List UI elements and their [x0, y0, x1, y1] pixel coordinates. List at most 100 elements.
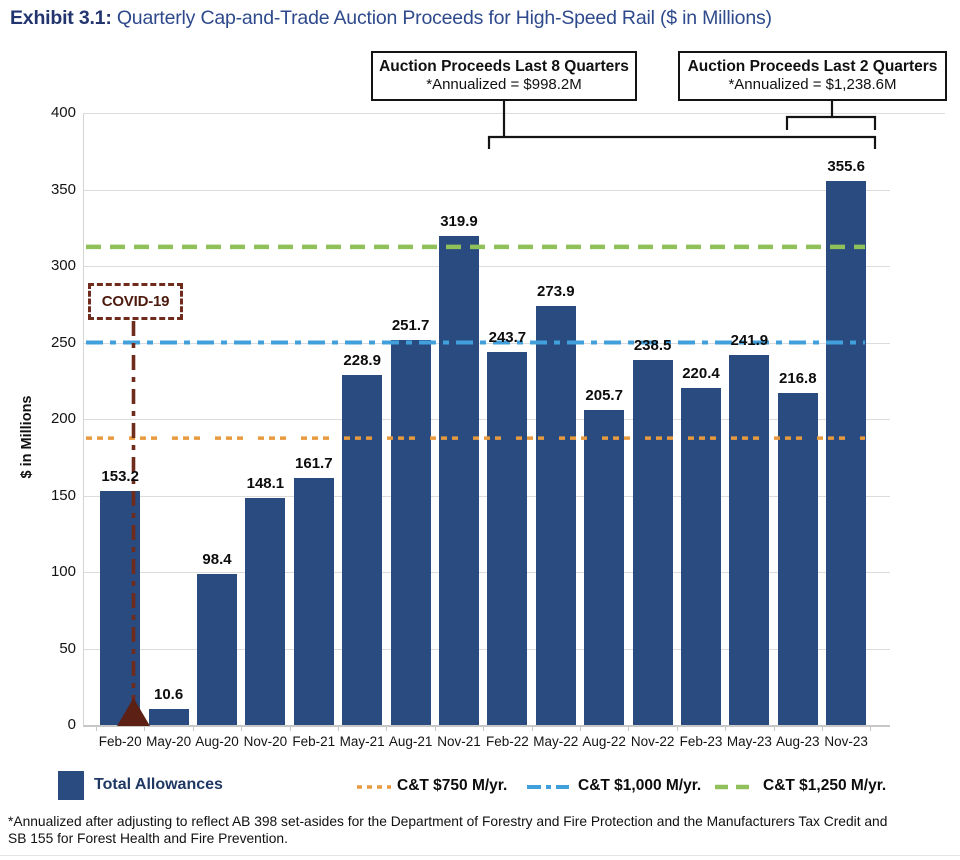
bar-value-label: 153.2	[101, 467, 139, 485]
x-axis-tickmark	[96, 725, 97, 731]
y-axis-line	[83, 113, 84, 725]
bar-value-label: 355.6	[827, 157, 865, 175]
x-axis-tickmark	[144, 725, 146, 731]
y-axis-tick-label: 200	[50, 410, 76, 427]
x-axis-tickmark	[434, 725, 436, 731]
y-axis-tick-label: 150	[50, 486, 76, 504]
gridline	[83, 266, 890, 267]
x-axis-label: Nov-21	[437, 734, 481, 749]
bar-value-label: 148.1	[246, 475, 285, 493]
annotation-box-last-8-quarters: Auction Proceeds Last 8 Quarters *Annual…	[371, 51, 637, 101]
bar-value-label: 243.7	[488, 329, 527, 347]
bar-May-21	[342, 374, 383, 725]
legend-label-ct-1000: C&T $1,000 M/yr.	[578, 777, 702, 794]
annotation-8q-line2: *Annualized = $998.2M	[426, 76, 582, 94]
bottom-divider	[0, 855, 960, 856]
bar-value-label: 10.6	[153, 685, 184, 703]
gridline	[83, 189, 890, 191]
bar-Nov-22	[632, 360, 673, 725]
gridline	[83, 419, 890, 420]
bar-Nov-23	[826, 180, 867, 725]
page-title-text: Quarterly Cap-and-Trade Auction Proceeds…	[116, 7, 772, 29]
bar-May-22	[535, 305, 576, 725]
bar-Aug-23	[777, 393, 818, 725]
y-axis-tick-label: 400	[50, 104, 76, 121]
x-axis-tickmark	[531, 725, 533, 731]
footnote-line1: *Annualized after adjusting to reflect A…	[8, 814, 888, 829]
bar-Aug-20	[197, 574, 237, 725]
legend-label-total-allowances: Total Allowances	[94, 776, 223, 793]
bar-May-20	[148, 708, 189, 725]
x-axis-label: Aug-22	[582, 734, 626, 749]
x-axis-tickmark	[676, 725, 678, 731]
legend-swatch-total-allowances	[58, 771, 84, 800]
bar-Feb-21	[293, 477, 334, 725]
page-title: Exhibit 3.1: Quarterly Cap-and-Trade Auc…	[10, 7, 772, 30]
x-axis-label: Aug-23	[776, 734, 820, 749]
x-axis-label: Aug-21	[388, 734, 433, 749]
bar-value-label: 319.9	[440, 212, 478, 230]
x-axis-label: May-20	[146, 734, 192, 749]
bar-value-label: 161.7	[295, 454, 333, 472]
annotation-2q-line2: *Annualized = $1,238.6M	[728, 76, 897, 94]
x-axis-label: Feb-21	[292, 734, 336, 749]
legend-label-ct-750: C&T $750 M/yr.	[397, 777, 508, 794]
x-axis-tickmark	[725, 725, 727, 731]
x-axis-line	[83, 725, 890, 727]
y-axis-tick-label: 300	[50, 257, 76, 274]
bar-Aug-22	[584, 410, 625, 725]
bar-Nov-20	[245, 498, 286, 725]
y-axis-tick-label: 0	[67, 716, 76, 733]
x-axis-label: Nov-22	[630, 734, 675, 749]
page-title-prefix: Exhibit 3.1:	[10, 7, 112, 29]
x-axis-tickmark	[192, 725, 194, 731]
x-axis-tickmark	[241, 725, 243, 731]
bar-value-label: 216.8	[779, 370, 817, 388]
bar-Aug-21	[390, 339, 431, 725]
covid-annotation-box: COVID-19	[88, 283, 183, 320]
footnote-line2: SB 155 for Forest Health and Fire Preven…	[8, 830, 288, 846]
bar-value-label: 273.9	[537, 282, 575, 300]
y-axis-tick-label: 250	[50, 333, 76, 351]
gridline	[83, 572, 890, 573]
annotation-8q-line1: Auction Proceeds Last 8 Quarters	[379, 58, 629, 75]
footnote: *Annualized after adjusting to reflect A…	[8, 814, 954, 848]
bar-value-label: 220.4	[682, 364, 720, 382]
x-axis-tickmark	[822, 725, 823, 731]
bar-value-label: 238.5	[633, 337, 672, 355]
x-axis-tickmark	[870, 725, 872, 731]
bar-value-label: 228.9	[343, 351, 381, 369]
bar-Feb-22	[487, 352, 528, 725]
gridline	[83, 495, 890, 497]
y-axis-title: $ in Millions	[19, 395, 35, 479]
x-axis-label: Aug-20	[195, 734, 239, 749]
x-axis-tickmark	[483, 725, 485, 731]
x-axis-label: Nov-20	[243, 734, 288, 749]
bar-value-label: 251.7	[391, 316, 430, 334]
x-axis-label: May-21	[339, 734, 385, 749]
x-axis-label: Feb-22	[486, 734, 529, 749]
bar-Nov-21	[439, 235, 479, 725]
x-axis-label: Nov-23	[824, 734, 868, 749]
bar-value-label: 98.4	[202, 551, 232, 569]
gridline	[83, 648, 890, 650]
bar-value-label: 241.9	[730, 331, 769, 349]
bar-value-label: 205.7	[585, 387, 623, 405]
y-axis-tick-label: 350	[50, 180, 76, 198]
x-axis-tickmark	[773, 725, 775, 731]
x-axis-tickmark	[338, 725, 339, 731]
gridline	[83, 113, 945, 114]
x-axis-tickmark	[386, 725, 388, 731]
annotation-box-last-2-quarters: Auction Proceeds Last 2 Quarters *Annual…	[678, 51, 947, 101]
bar-Feb-23	[681, 387, 721, 725]
x-axis-tickmark	[580, 725, 581, 731]
x-axis-label: Feb-20	[98, 734, 142, 749]
x-axis-tickmark	[628, 725, 630, 731]
bar-May-23	[729, 354, 770, 725]
legend-label-ct-1250: C&T $1,250 M/yr.	[763, 777, 887, 794]
x-axis-label: May-22	[533, 734, 579, 749]
y-axis-tick-label: 100	[50, 563, 76, 580]
x-axis-label: May-23	[726, 734, 772, 749]
x-axis-label: Feb-23	[679, 734, 723, 749]
